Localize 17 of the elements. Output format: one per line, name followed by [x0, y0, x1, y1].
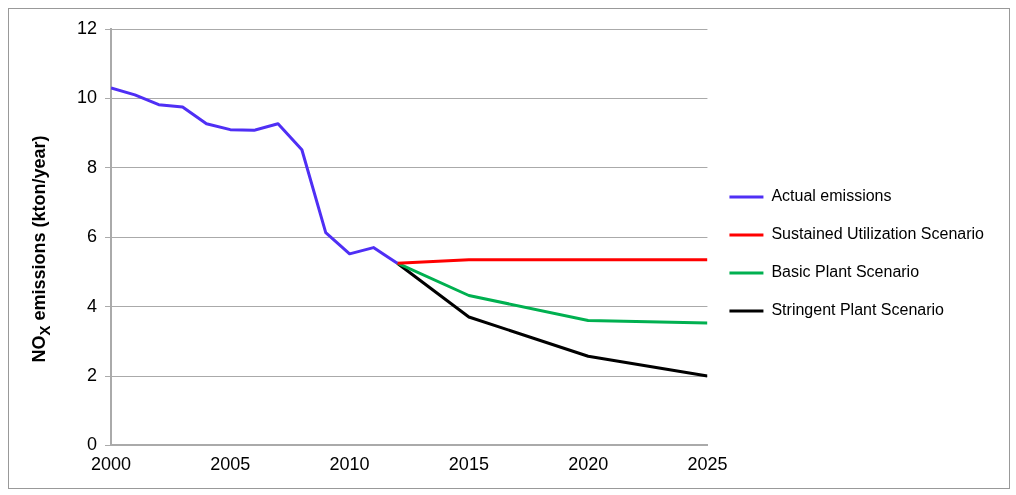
y-tick-label: 8	[87, 156, 98, 177]
y-tick-label: 0	[87, 434, 98, 455]
x-tick-label: 2005	[210, 454, 251, 475]
legend-label: Sustained Utilization Scenario	[771, 225, 985, 243]
x-tick-label: 2015	[448, 454, 489, 475]
x-tick-label: 2025	[687, 454, 728, 475]
y-tick-label: 12	[76, 17, 98, 38]
x-tick-label: 2020	[568, 454, 609, 475]
y-tick-label: 2	[87, 364, 98, 385]
y-tick-label: 6	[87, 226, 98, 247]
y-tick-label: 10	[76, 87, 98, 108]
x-tick-label: 2010	[329, 454, 370, 475]
y-tick-label: 4	[87, 295, 98, 316]
legend-label: Stringent Plant Scenario	[771, 301, 945, 319]
x-tick-label: 2000	[91, 454, 132, 475]
legend-label: Actual emissions	[771, 187, 892, 205]
legend-label: Basic Plant Scenario	[771, 263, 920, 281]
